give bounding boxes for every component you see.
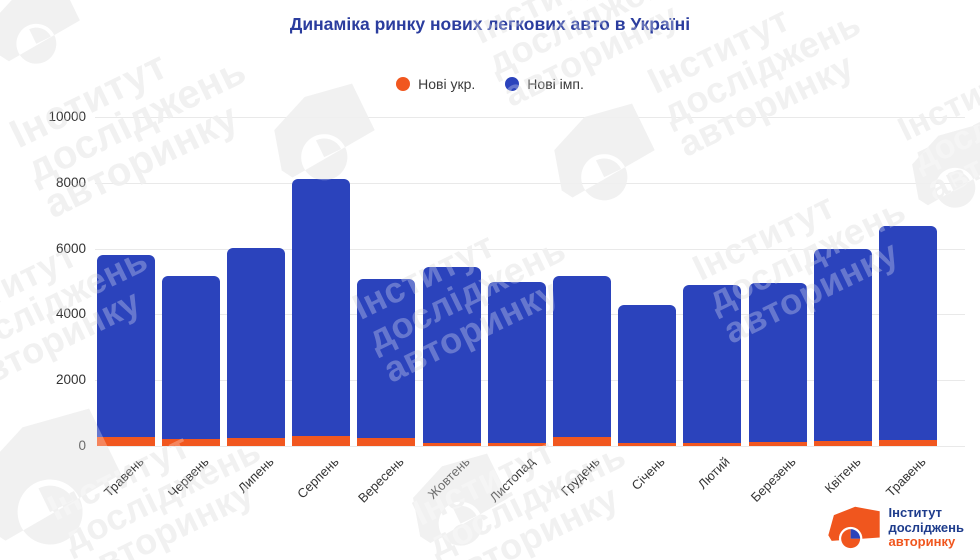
chart-title: Динаміка ринку нових легкових авто в Укр… [289, 14, 691, 34]
y-axis-tick-label: 8000 [55, 174, 86, 190]
y-axis-tick-label: 0 [78, 438, 86, 453]
legend-item-new-imported: Нові імп. [505, 76, 584, 92]
bar-segment-new-imported [813, 248, 872, 441]
bar-segment-new-ukrainian [878, 440, 937, 446]
institute-logo-mark-icon [827, 506, 880, 551]
bar-segment-new-imported [552, 276, 611, 437]
legend-label: Нові укр. [418, 76, 476, 92]
bar-segment-new-imported [161, 275, 220, 440]
bar-segment-new-imported [96, 255, 155, 437]
bar-segment-new-imported [422, 267, 481, 443]
legend: Нові укр. Нові імп. [0, 76, 980, 92]
logo-line-3: авторинку [888, 534, 956, 550]
bar-segment-new-ukrainian [96, 436, 155, 446]
gridline [95, 182, 965, 184]
bar-segment-new-ukrainian [748, 442, 807, 446]
institute-logo: Інститут досліджень авторинку [826, 504, 965, 552]
gridline [95, 248, 965, 250]
bar-segment-new-ukrainian [552, 436, 611, 446]
legend-item-new-ukrainian: Нові укр. [396, 76, 475, 92]
y-axis-tick-label: 10000 [48, 109, 86, 124]
bar-segment-new-imported [292, 178, 351, 437]
legend-label: Нові імп. [527, 76, 584, 92]
bar-segment-new-ukrainian [357, 438, 416, 446]
bar-segment-new-imported [226, 247, 285, 439]
bar-segment-new-imported [487, 281, 546, 443]
bar-segment-new-ukrainian [618, 442, 677, 446]
legend-dot-blue-icon [505, 77, 520, 91]
logo-line-1: Інститут [888, 505, 943, 521]
y-axis-tick-label: 6000 [55, 240, 86, 256]
bar-segment-new-imported [748, 282, 807, 443]
bar-segment-new-imported [683, 285, 742, 443]
bar-segment-new-ukrainian [292, 436, 351, 446]
logo-line-2: досліджень [888, 519, 965, 535]
bar-segment-new-ukrainian [683, 442, 742, 446]
bar-segment-new-ukrainian [813, 440, 872, 446]
bar-segment-new-ukrainian [422, 442, 481, 446]
bar-segment-new-ukrainian [161, 439, 220, 446]
bar-segment-new-ukrainian [226, 438, 285, 446]
y-axis-tick-label: 4000 [55, 306, 86, 322]
y-axis-tick-label: 2000 [55, 372, 86, 388]
bar-segment-new-ukrainian [487, 442, 546, 446]
gridline [95, 117, 965, 118]
legend-dot-orange-icon [396, 77, 411, 91]
bar-segment-new-imported [618, 305, 677, 443]
bar-segment-new-imported [357, 278, 416, 439]
bar-segment-new-imported [878, 225, 937, 441]
institute-logo-text: Інститут досліджень авторинку [889, 506, 965, 550]
gridline [95, 446, 965, 447]
